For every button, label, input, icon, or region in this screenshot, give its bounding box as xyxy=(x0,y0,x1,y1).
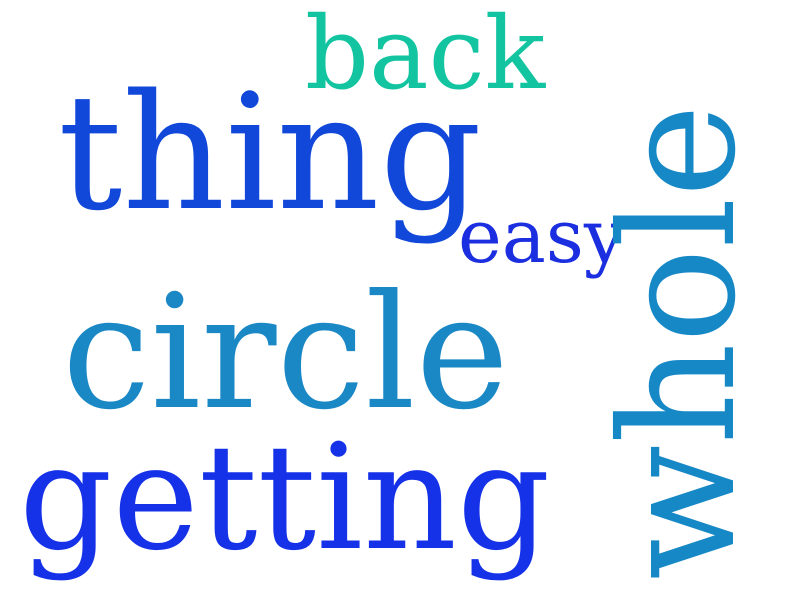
word-easy: easy xyxy=(458,194,626,280)
word-thing: thing xyxy=(58,59,482,246)
word-back: back xyxy=(305,0,546,112)
word-circle: circle xyxy=(62,261,510,445)
word-whole: whole xyxy=(587,103,771,580)
word-getting: getting xyxy=(19,413,551,583)
